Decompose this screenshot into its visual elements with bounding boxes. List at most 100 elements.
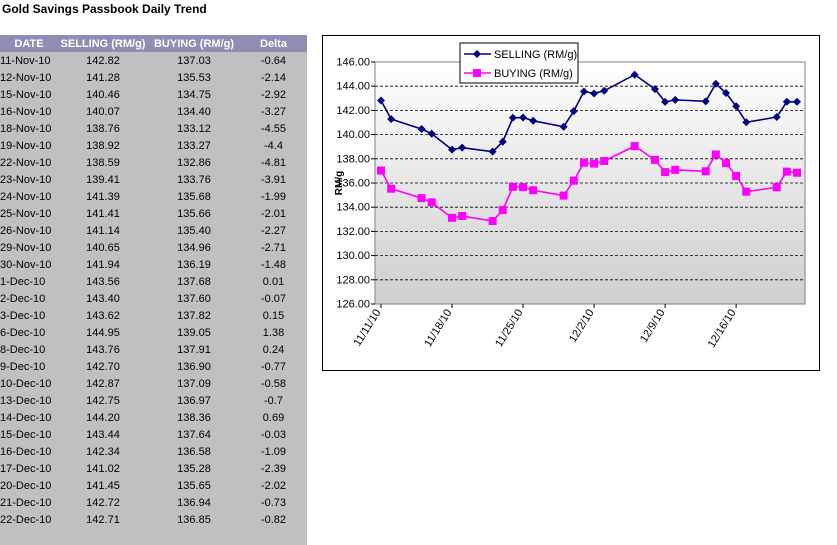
date-cell: 9-Dec-10	[0, 360, 46, 373]
date-cell: 15-Dec-10	[0, 428, 52, 441]
buying-cell: 135.53	[177, 71, 211, 84]
buying-cell: 136.85	[177, 513, 211, 526]
data-point-buying	[742, 187, 751, 196]
table-row: 22-Nov-10 138.59 132.86 -4.81	[0, 154, 307, 171]
selling-cell: 142.87	[86, 377, 120, 390]
data-point-buying	[448, 213, 457, 222]
price-table-panel: DATE SELLING (RM/g) BUYING (RM/g) Delta …	[0, 35, 307, 545]
buying-cell: 136.90	[177, 360, 211, 373]
header-date: DATE	[0, 35, 58, 52]
selling-cell: 143.56	[86, 275, 120, 288]
selling-cell: 141.14	[86, 224, 120, 237]
selling-cell: 138.59	[86, 156, 120, 169]
date-cell: 24-Nov-10	[0, 190, 52, 203]
table-row: 1-Dec-10 143.56 137.68 0.01	[0, 273, 307, 290]
y-tick-label: 126.00	[336, 299, 370, 311]
buying-cell: 135.68	[177, 190, 211, 203]
delta-cell: -3.27	[260, 105, 287, 118]
table-row: 12-Nov-10 141.28 135.53 -2.14	[0, 69, 307, 86]
data-point-selling	[630, 70, 639, 79]
data-point-selling	[732, 102, 741, 111]
date-cell: 6-Dec-10	[0, 326, 46, 339]
selling-cell: 141.45	[86, 479, 120, 492]
delta-cell: 0.01	[262, 275, 285, 288]
table-row: 22-Dec-10 142.71 136.85 -0.82	[0, 511, 307, 528]
table-row: 9-Dec-10 142.70 136.90 -0.77	[0, 358, 307, 375]
data-point-selling	[721, 88, 730, 97]
table-row: 2-Dec-10 143.40 137.60 -0.07	[0, 290, 307, 307]
table-row: 21-Dec-10 142.72 136.94 -0.73	[0, 494, 307, 511]
buying-cell: 137.09	[177, 377, 211, 390]
buying-cell: 132.86	[177, 156, 211, 169]
data-point-selling	[590, 89, 599, 98]
buying-cell: 137.68	[177, 275, 211, 288]
data-point-selling	[448, 145, 457, 154]
table-row: 16-Dec-10 142.34 136.58 -1.09	[0, 443, 307, 460]
data-point-selling	[650, 85, 659, 94]
date-cell: 10-Dec-10	[0, 377, 52, 390]
data-point-selling	[387, 115, 396, 124]
data-point-selling	[671, 95, 680, 104]
date-cell: 22-Dec-10	[0, 513, 52, 526]
y-tick-label: 134.00	[336, 202, 370, 214]
data-point-buying	[772, 183, 781, 192]
data-point-buying	[498, 206, 507, 215]
buying-cell: 135.65	[177, 479, 211, 492]
data-point-buying	[529, 186, 538, 195]
y-tick-label: 146.00	[336, 57, 370, 69]
date-cell: 22-Nov-10	[0, 156, 52, 169]
data-point-buying	[793, 168, 801, 177]
data-point-buying	[519, 183, 528, 192]
data-point-buying	[427, 198, 436, 207]
y-tick-label: 128.00	[336, 274, 370, 286]
delta-cell: 0.24	[262, 343, 285, 356]
buying-cell: 137.03	[177, 54, 211, 67]
table-row: 18-Nov-10 138.76 133.12 -4.55	[0, 120, 307, 137]
selling-cell: 138.92	[86, 139, 120, 152]
data-point-buying	[650, 155, 659, 164]
x-tick-label: 11/25/10	[493, 307, 525, 349]
data-point-selling	[498, 137, 507, 146]
data-point-selling	[427, 129, 436, 138]
delta-cell: -2.92	[260, 88, 287, 101]
buying-cell: 133.27	[177, 139, 211, 152]
buying-cell: 136.97	[177, 394, 211, 407]
legend-label: BUYING (RM/g)	[494, 68, 573, 80]
x-tick-label: 12/2/10	[567, 307, 597, 344]
delta-cell: -0.73	[260, 496, 287, 509]
data-point-selling	[508, 113, 517, 122]
data-point-selling	[701, 97, 710, 106]
selling-cell: 141.94	[86, 258, 120, 271]
buying-cell: 136.19	[177, 258, 211, 271]
data-point-buying	[701, 167, 710, 176]
date-cell: 19-Nov-10	[0, 139, 52, 152]
delta-cell: -1.99	[260, 190, 287, 203]
buying-cell: 138.36	[177, 411, 211, 424]
data-point-selling	[600, 86, 609, 95]
date-cell: 26-Nov-10	[0, 224, 52, 237]
buying-cell: 135.40	[177, 224, 211, 237]
data-point-selling	[529, 116, 538, 125]
table-header-row: DATE SELLING (RM/g) BUYING (RM/g) Delta	[0, 35, 307, 52]
y-axis-label: RM/g	[334, 171, 345, 195]
data-point-selling	[559, 122, 568, 131]
selling-cell: 144.20	[86, 411, 120, 424]
x-tick-label: 11/18/10	[422, 307, 454, 349]
date-cell: 1-Dec-10	[0, 275, 46, 288]
legend-marker	[473, 69, 481, 77]
buying-cell: 135.66	[177, 207, 211, 220]
table-body: 11-Nov-10 142.82 137.03 -0.64 12-Nov-10 141.2…	[0, 52, 307, 528]
delta-cell: -2.27	[260, 224, 287, 237]
buying-cell: 134.40	[177, 105, 211, 118]
data-point-selling	[519, 113, 528, 122]
table-row: 3-Dec-10 143.62 137.82 0.15	[0, 307, 307, 324]
data-point-selling	[661, 97, 670, 106]
data-point-buying	[508, 182, 517, 191]
date-cell: 21-Dec-10	[0, 496, 52, 509]
date-cell: 20-Dec-10	[0, 479, 52, 492]
y-tick-label: 142.00	[336, 105, 370, 117]
table-row: 19-Nov-10 138.92 133.27 -4.4	[0, 137, 307, 154]
date-cell: 18-Nov-10	[0, 122, 52, 135]
date-cell: 14-Dec-10	[0, 411, 52, 424]
delta-cell: -2.02	[260, 479, 287, 492]
